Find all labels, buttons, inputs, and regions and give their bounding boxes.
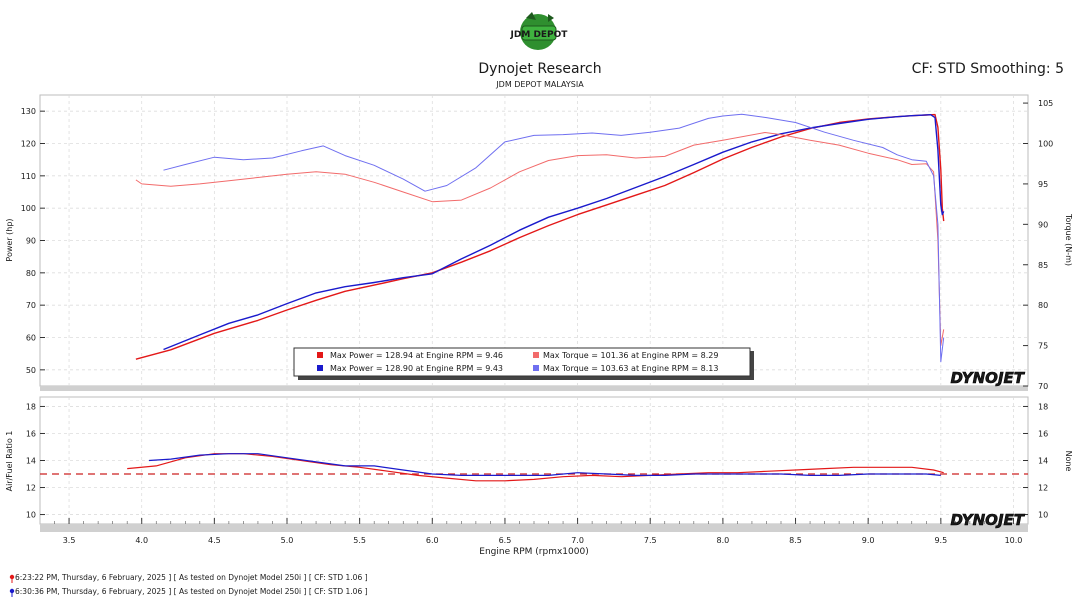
- run1-torque-line: [135, 132, 945, 347]
- y2-tick-label: 75: [1038, 342, 1048, 351]
- afr-right-tick-label: 18: [1038, 402, 1048, 411]
- x-tick-label: 8.0: [717, 536, 730, 545]
- x-tick-label: 6.5: [499, 536, 512, 545]
- x-tick-label: 7.0: [571, 536, 584, 545]
- x-axis-label: Engine RPM (rpmx1000): [479, 547, 588, 557]
- y2-axis-label-none: None: [1064, 451, 1073, 472]
- run2-afr-line: [148, 453, 941, 476]
- x-tick-label: 4.0: [135, 536, 148, 545]
- legend-entry: Max Torque = 101.36 at Engine RPM = 8.29: [543, 351, 718, 360]
- y-axis-label-power: Power (hp): [5, 218, 14, 261]
- y-tick-label: 60: [26, 334, 36, 343]
- y-tick-label: 90: [26, 237, 36, 246]
- afr-right-tick-label: 10: [1038, 511, 1048, 520]
- run2-pin-icon: [9, 588, 15, 594]
- legend-swatch-run1-torque: [533, 352, 539, 358]
- bottom-grid: [40, 397, 1028, 524]
- x-tick-label: 8.5: [789, 536, 802, 545]
- y2-tick-label: 100: [1038, 140, 1053, 149]
- power-torque-series: [135, 113, 945, 363]
- y2-tick-label: 90: [1038, 220, 1048, 229]
- afr-tick-label: 16: [26, 429, 36, 438]
- y2-axis-label-torque: Torque (N-m): [1064, 213, 1073, 266]
- legend-entry: Max Torque = 103.63 at Engine RPM = 8.13: [543, 364, 718, 373]
- legend-swatch-run1-power: [317, 352, 323, 358]
- afr-right-tick-label: 12: [1038, 484, 1048, 493]
- afr-tick-label: 12: [26, 484, 36, 493]
- y-tick-label: 80: [26, 269, 36, 278]
- jdm-depot-logo: JDM DEPOT: [510, 12, 569, 50]
- y-tick-label: 110: [21, 172, 36, 181]
- y2-tick-label: 80: [1038, 301, 1048, 310]
- afr-right-tick-label: 14: [1038, 457, 1048, 466]
- legend: Max Power = 128.94 at Engine RPM = 9.46 …: [293, 347, 754, 380]
- legend-swatch-run2-torque: [533, 365, 539, 371]
- run2-info: 6:30:36 PM, Thursday, 6 February, 2025 ]…: [15, 587, 368, 596]
- chart-title: Dynojet Research: [478, 61, 601, 77]
- dynojet-watermark-bottom: DYNOJET: [950, 511, 1025, 529]
- legend-swatch-run2-power: [317, 365, 323, 371]
- y-tick-label: 120: [21, 140, 36, 149]
- y2-tick-label: 85: [1038, 261, 1048, 270]
- panel-separator: [40, 386, 1028, 391]
- logo-text: JDM DEPOT: [510, 30, 569, 40]
- chart-subtitle: JDM DEPOT MALAYSIA: [495, 80, 584, 89]
- y-tick-label: 70: [26, 301, 36, 310]
- x-tick-label: 6.0: [426, 536, 439, 545]
- y-tick-label: 50: [26, 366, 36, 375]
- run1-afr-line: [127, 453, 944, 482]
- x-tick-label: 5.5: [353, 536, 366, 545]
- y2-tick-label: 70: [1038, 382, 1048, 391]
- y2-tick-label: 105: [1038, 99, 1053, 108]
- y-tick-label: 100: [21, 204, 36, 213]
- x-tick-label: 4.5: [208, 536, 221, 545]
- run-info-footer: 6:23:22 PM, Thursday, 6 February, 2025 ]…: [9, 573, 368, 597]
- x-axis-band: [40, 524, 1028, 532]
- run2-torque-line: [163, 113, 945, 363]
- dynojet-watermark-top: DYNOJET: [950, 369, 1025, 387]
- afr-right-tick-label: 16: [1038, 429, 1048, 438]
- legend-entry: Max Power = 128.94 at Engine RPM = 9.46: [330, 351, 503, 360]
- afr-tick-label: 14: [26, 457, 36, 466]
- y-axis-label-afr: Air/Fuel Ratio 1: [5, 431, 14, 492]
- run2-power-line: [163, 114, 945, 351]
- x-tick-label: 10.0: [1005, 536, 1023, 545]
- x-tick-label: 9.0: [862, 536, 875, 545]
- afr-tick-label: 18: [26, 402, 36, 411]
- x-tick-label: 3.5: [63, 536, 76, 545]
- axes: 3.5 4.0 4.5 5.0 5.5 6.0 6.5 7.0 7.5 8.0 8.5 9.0 9.5 1…: [21, 99, 1054, 545]
- afr-series: [40, 453, 1028, 482]
- x-tick-label: 7.5: [644, 536, 657, 545]
- run1-pin-icon: [9, 574, 15, 580]
- y2-tick-label: 95: [1038, 180, 1048, 189]
- cf-smoothing-label: CF: STD Smoothing: 5: [912, 61, 1064, 77]
- x-tick-label: 5.0: [281, 536, 294, 545]
- run1-info: 6:23:22 PM, Thursday, 6 February, 2025 ]…: [15, 573, 368, 582]
- y-tick-label: 130: [21, 107, 36, 116]
- afr-tick-label: 10: [26, 511, 36, 520]
- legend-entry: Max Power = 128.90 at Engine RPM = 9.43: [330, 364, 503, 373]
- x-tick-label: 9.5: [934, 536, 947, 545]
